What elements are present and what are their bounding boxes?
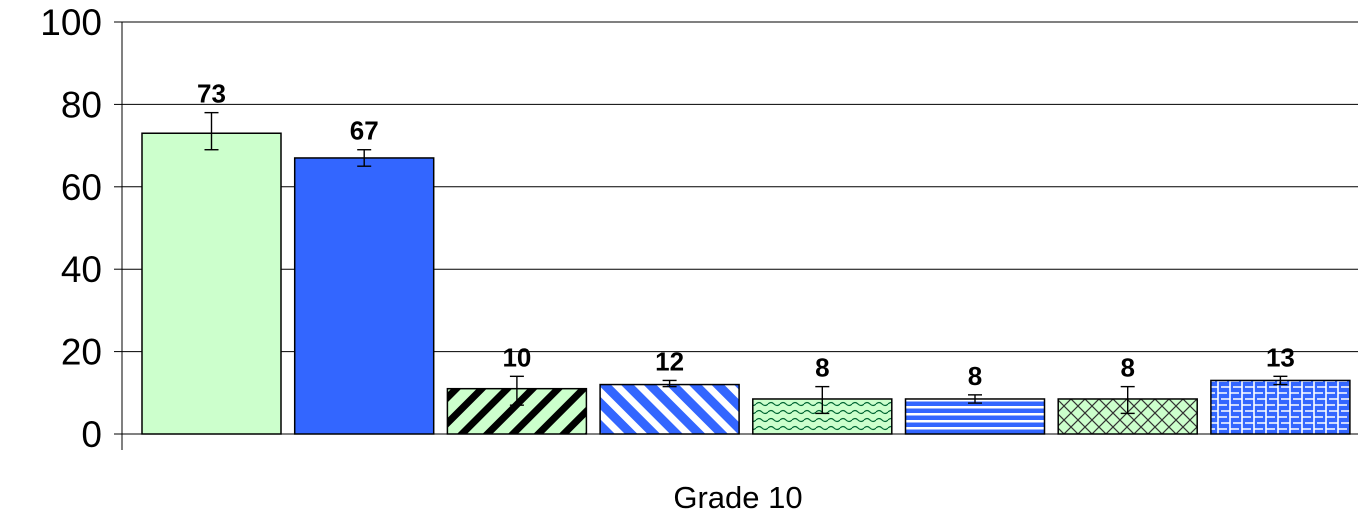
y-tick-label: 80 <box>61 84 102 125</box>
error-bar <box>509 375 524 406</box>
y-tick-label: 100 <box>40 2 102 43</box>
bars <box>141 132 1351 435</box>
error-bar <box>357 149 372 167</box>
data-label: 8 <box>1120 353 1134 383</box>
y-tick-label: 60 <box>61 167 102 208</box>
y-tick-label: 40 <box>61 249 102 290</box>
data-labels: 73 67 10 12 8 8 8 13 <box>197 79 1295 391</box>
data-label: 8 <box>815 353 829 383</box>
y-tick-label: 0 <box>81 414 102 455</box>
bar <box>141 132 282 435</box>
bar <box>1210 379 1351 435</box>
bar <box>752 398 893 435</box>
x-axis-label: Grade 10 <box>673 480 802 515</box>
error-bar <box>662 379 677 388</box>
data-label: 13 <box>1266 342 1295 372</box>
bar <box>904 398 1046 435</box>
y-axis-ticks: 0 20 40 60 80 100 <box>40 2 122 455</box>
bar <box>293 157 435 435</box>
data-label: 73 <box>197 79 226 109</box>
data-label: 10 <box>502 342 531 372</box>
bar <box>599 383 740 435</box>
y-tick-label: 20 <box>61 332 102 373</box>
error-bar <box>968 394 982 404</box>
data-label: 12 <box>655 346 684 376</box>
data-label: 67 <box>350 116 379 146</box>
error-bar <box>1273 375 1288 386</box>
data-label: 8 <box>968 361 982 391</box>
error-bar <box>204 111 219 151</box>
error-bars <box>204 111 1288 415</box>
error-bar <box>1120 385 1135 415</box>
bar <box>446 387 588 435</box>
error-bar <box>815 385 830 415</box>
